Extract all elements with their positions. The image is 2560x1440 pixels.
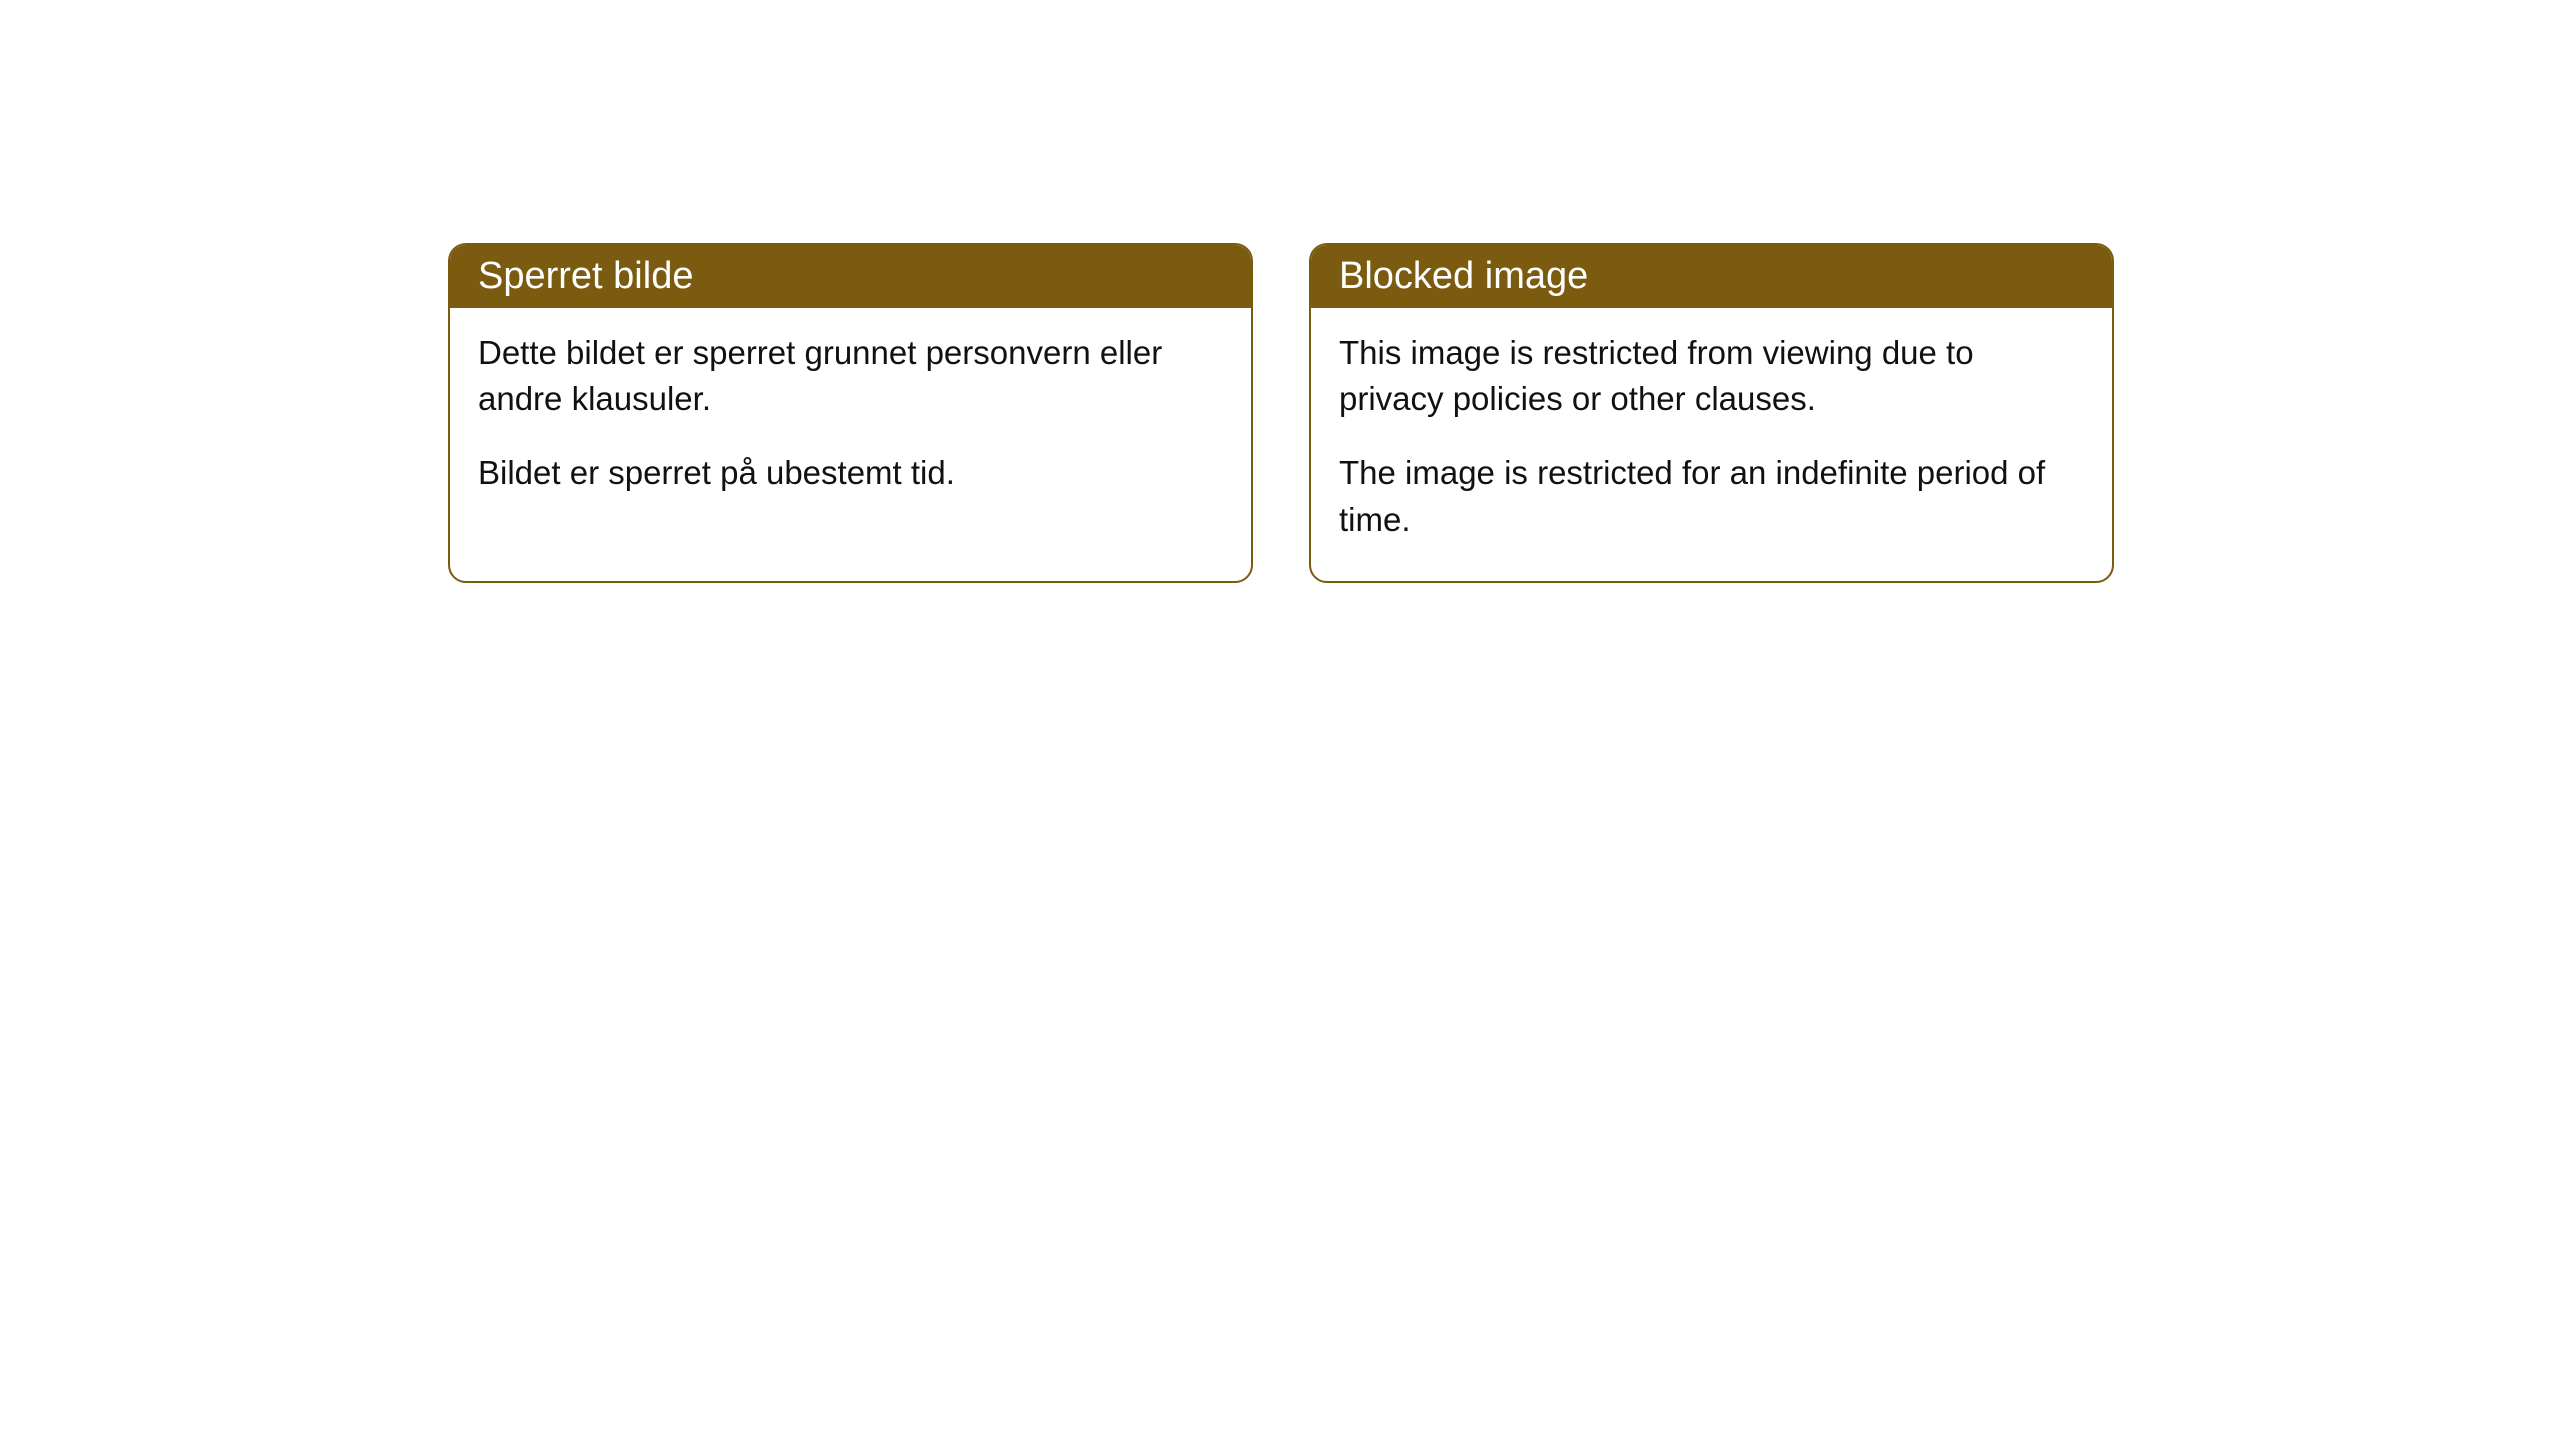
- card-header-norwegian: Sperret bilde: [450, 245, 1251, 308]
- notice-card-english: Blocked image This image is restricted f…: [1309, 243, 2114, 583]
- card-body-norwegian: Dette bildet er sperret grunnet personve…: [450, 308, 1251, 535]
- notice-card-norwegian: Sperret bilde Dette bildet er sperret gr…: [448, 243, 1253, 583]
- notice-cards-container: Sperret bilde Dette bildet er sperret gr…: [448, 243, 2114, 583]
- card-body-english: This image is restricted from viewing du…: [1311, 308, 2112, 581]
- card-paragraph: The image is restricted for an indefinit…: [1339, 450, 2084, 542]
- card-paragraph: Dette bildet er sperret grunnet personve…: [478, 330, 1223, 422]
- card-title: Blocked image: [1339, 255, 1588, 297]
- card-paragraph: Bildet er sperret på ubestemt tid.: [478, 450, 1223, 496]
- card-header-english: Blocked image: [1311, 245, 2112, 308]
- card-title: Sperret bilde: [478, 255, 693, 297]
- card-paragraph: This image is restricted from viewing du…: [1339, 330, 2084, 422]
